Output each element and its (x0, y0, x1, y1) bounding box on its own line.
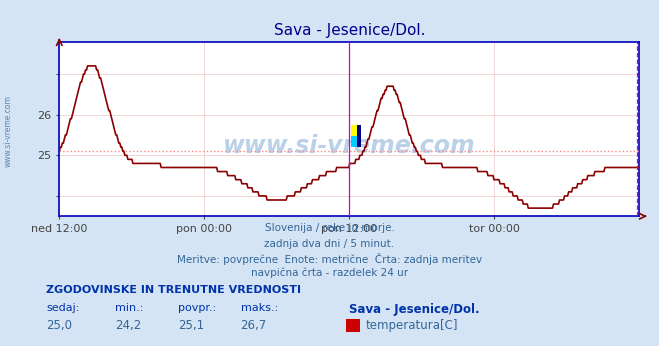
Text: povpr.:: povpr.: (178, 303, 216, 313)
Text: 26,7: 26,7 (241, 319, 267, 332)
Bar (351, 136, 357, 147)
Text: temperatura[C]: temperatura[C] (366, 319, 458, 332)
Text: 25,0: 25,0 (46, 319, 72, 332)
Text: Sava - Jesenice/Dol.: Sava - Jesenice/Dol. (349, 303, 480, 316)
Text: Slovenija / reke in morje.: Slovenija / reke in morje. (264, 223, 395, 233)
Text: navpična črta - razdelek 24 ur: navpična črta - razdelek 24 ur (251, 267, 408, 277)
Text: 25,1: 25,1 (178, 319, 204, 332)
Text: 24,2: 24,2 (115, 319, 142, 332)
Text: Meritve: povprečne  Enote: metrične  Črta: zadnja meritev: Meritve: povprečne Enote: metrične Črta:… (177, 253, 482, 265)
Text: min.:: min.: (115, 303, 144, 313)
Text: zadnja dva dni / 5 minut.: zadnja dva dni / 5 minut. (264, 239, 395, 249)
Text: sedaj:: sedaj: (46, 303, 80, 313)
Text: www.si-vreme.com: www.si-vreme.com (4, 95, 13, 167)
Text: www.si-vreme.com: www.si-vreme.com (223, 134, 476, 158)
Title: Sava - Jesenice/Dol.: Sava - Jesenice/Dol. (273, 22, 425, 38)
Text: maks.:: maks.: (241, 303, 278, 313)
Text: ZGODOVINSKE IN TRENUTNE VREDNOSTI: ZGODOVINSKE IN TRENUTNE VREDNOSTI (46, 285, 301, 295)
Bar (357, 125, 361, 147)
Bar (351, 125, 357, 136)
